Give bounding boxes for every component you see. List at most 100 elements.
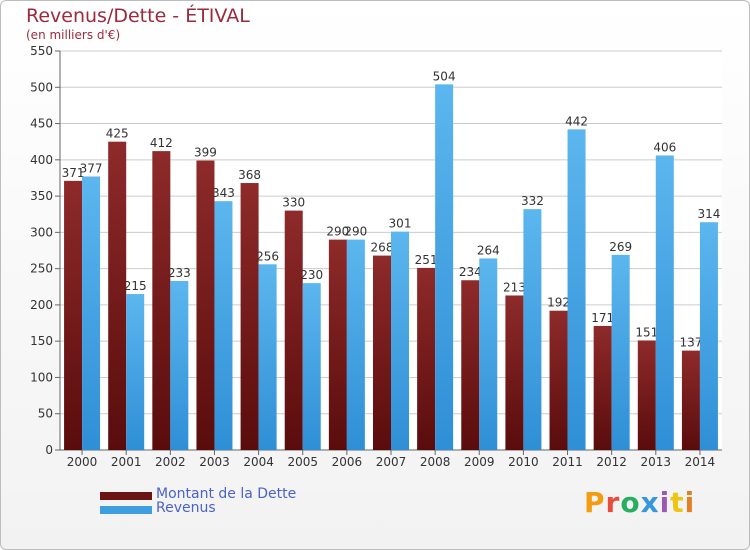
data-label-revenus: 230 xyxy=(300,268,323,282)
data-label-dette: 151 xyxy=(635,325,658,339)
bar-dette xyxy=(681,350,700,450)
bar-revenus xyxy=(82,176,101,450)
data-label-revenus: 442 xyxy=(565,114,588,128)
x-tick-label: 2003 xyxy=(199,455,230,469)
y-tick-label: 250 xyxy=(30,262,53,276)
bar-revenus xyxy=(214,201,233,450)
data-label-revenus: 504 xyxy=(433,69,456,83)
data-label-revenus: 332 xyxy=(521,194,544,208)
data-label-revenus: 314 xyxy=(697,207,720,221)
y-tick-label: 200 xyxy=(30,298,53,312)
y-tick-label: 350 xyxy=(30,189,53,203)
data-label-revenus: 264 xyxy=(477,243,500,257)
bar-dette xyxy=(240,183,259,451)
bar-revenus xyxy=(302,283,321,450)
bar-dette xyxy=(196,160,215,450)
data-label-dette: 425 xyxy=(106,127,129,141)
y-tick-label: 400 xyxy=(30,153,53,167)
bar-dette xyxy=(417,267,436,450)
bar-revenus xyxy=(126,294,145,450)
data-label-revenus: 343 xyxy=(212,186,235,200)
bar-revenus xyxy=(655,155,674,450)
x-tick-label: 2009 xyxy=(464,455,495,469)
data-label-revenus: 377 xyxy=(80,162,103,176)
logo-letter: x xyxy=(640,486,660,519)
data-label-dette: 371 xyxy=(62,166,85,180)
bar-revenus xyxy=(567,129,586,450)
bar-revenus xyxy=(435,84,454,450)
data-label-dette: 268 xyxy=(371,241,394,255)
data-label-dette: 290 xyxy=(326,225,349,239)
data-label-dette: 399 xyxy=(194,146,217,160)
bar-revenus xyxy=(611,254,630,450)
bar-revenus xyxy=(479,258,498,450)
logo-letter: t xyxy=(670,486,685,519)
x-tick-label: 2008 xyxy=(420,455,451,469)
logo-letter: r xyxy=(605,486,621,519)
data-label-dette: 251 xyxy=(415,253,438,267)
bar-revenus xyxy=(346,239,365,450)
x-tick-label: 2012 xyxy=(596,455,627,469)
data-label-revenus: 215 xyxy=(124,279,147,293)
bar-revenus xyxy=(170,280,189,450)
legend-label-revenus: Revenus xyxy=(156,500,216,516)
chart-title: Revenus/Dette - ÉTIVAL xyxy=(26,5,250,27)
x-tick-label: 2006 xyxy=(332,455,363,469)
bar-dette xyxy=(593,325,612,450)
data-label-revenus: 256 xyxy=(256,249,279,263)
bar-dette xyxy=(284,210,303,450)
data-label-dette: 368 xyxy=(238,168,261,182)
bar-revenus xyxy=(391,231,409,450)
x-tick-label: 2005 xyxy=(287,455,318,469)
x-tick-label: 2013 xyxy=(641,455,672,469)
chart-subtitle: (en milliers d'€) xyxy=(26,28,121,42)
y-tick-label: 50 xyxy=(38,407,53,421)
y-tick-label: 450 xyxy=(30,117,53,131)
logo-letter: o xyxy=(620,486,641,519)
logo-letter: P xyxy=(584,486,606,519)
x-tick-label: 2001 xyxy=(111,455,142,469)
legend-swatch-dette xyxy=(100,492,152,500)
bar-revenus xyxy=(523,209,542,450)
logo-letter: i xyxy=(659,486,671,519)
data-label-dette: 213 xyxy=(503,280,526,294)
data-label-dette: 137 xyxy=(679,336,702,350)
y-tick-label: 300 xyxy=(30,225,53,239)
x-tick-label: 2010 xyxy=(508,455,539,469)
data-label-dette: 171 xyxy=(591,311,614,325)
y-tick-label: 150 xyxy=(30,334,53,348)
y-tick-label: 0 xyxy=(45,443,53,457)
y-tick-label: 100 xyxy=(30,370,53,384)
x-tick-label: 2014 xyxy=(685,455,716,469)
bar-revenus xyxy=(258,264,277,450)
data-label-dette: 234 xyxy=(459,265,482,279)
bar-dette xyxy=(373,255,391,450)
bar-dette xyxy=(108,141,127,450)
data-label-dette: 192 xyxy=(547,296,570,310)
legend-label-dette: Montant de la Dette xyxy=(156,486,297,502)
x-tick-label: 2002 xyxy=(155,455,186,469)
bar-dette xyxy=(152,151,171,450)
x-tick-label: 2000 xyxy=(67,455,98,469)
bar-dette xyxy=(64,180,83,450)
data-label-revenus: 269 xyxy=(609,240,632,254)
legend-swatch-revenus xyxy=(100,506,152,514)
y-tick-label: 550 xyxy=(30,44,53,58)
x-tick-label: 2004 xyxy=(243,455,274,469)
data-label-revenus: 290 xyxy=(344,225,367,239)
bar-dette xyxy=(505,295,524,450)
logo-letter: i xyxy=(684,486,696,519)
data-label-dette: 412 xyxy=(150,136,173,150)
proxiti-logo: Proxiti xyxy=(584,486,695,519)
bar-revenus xyxy=(699,222,718,450)
data-label-dette: 330 xyxy=(282,196,305,210)
x-tick-label: 2011 xyxy=(552,455,583,469)
data-label-revenus: 233 xyxy=(168,266,191,280)
bar-dette xyxy=(637,340,656,450)
bar-dette xyxy=(461,280,480,450)
bar-dette xyxy=(549,310,568,450)
x-tick-label: 2007 xyxy=(376,455,407,469)
bar-dette xyxy=(328,239,347,450)
y-tick-label: 500 xyxy=(30,80,53,94)
